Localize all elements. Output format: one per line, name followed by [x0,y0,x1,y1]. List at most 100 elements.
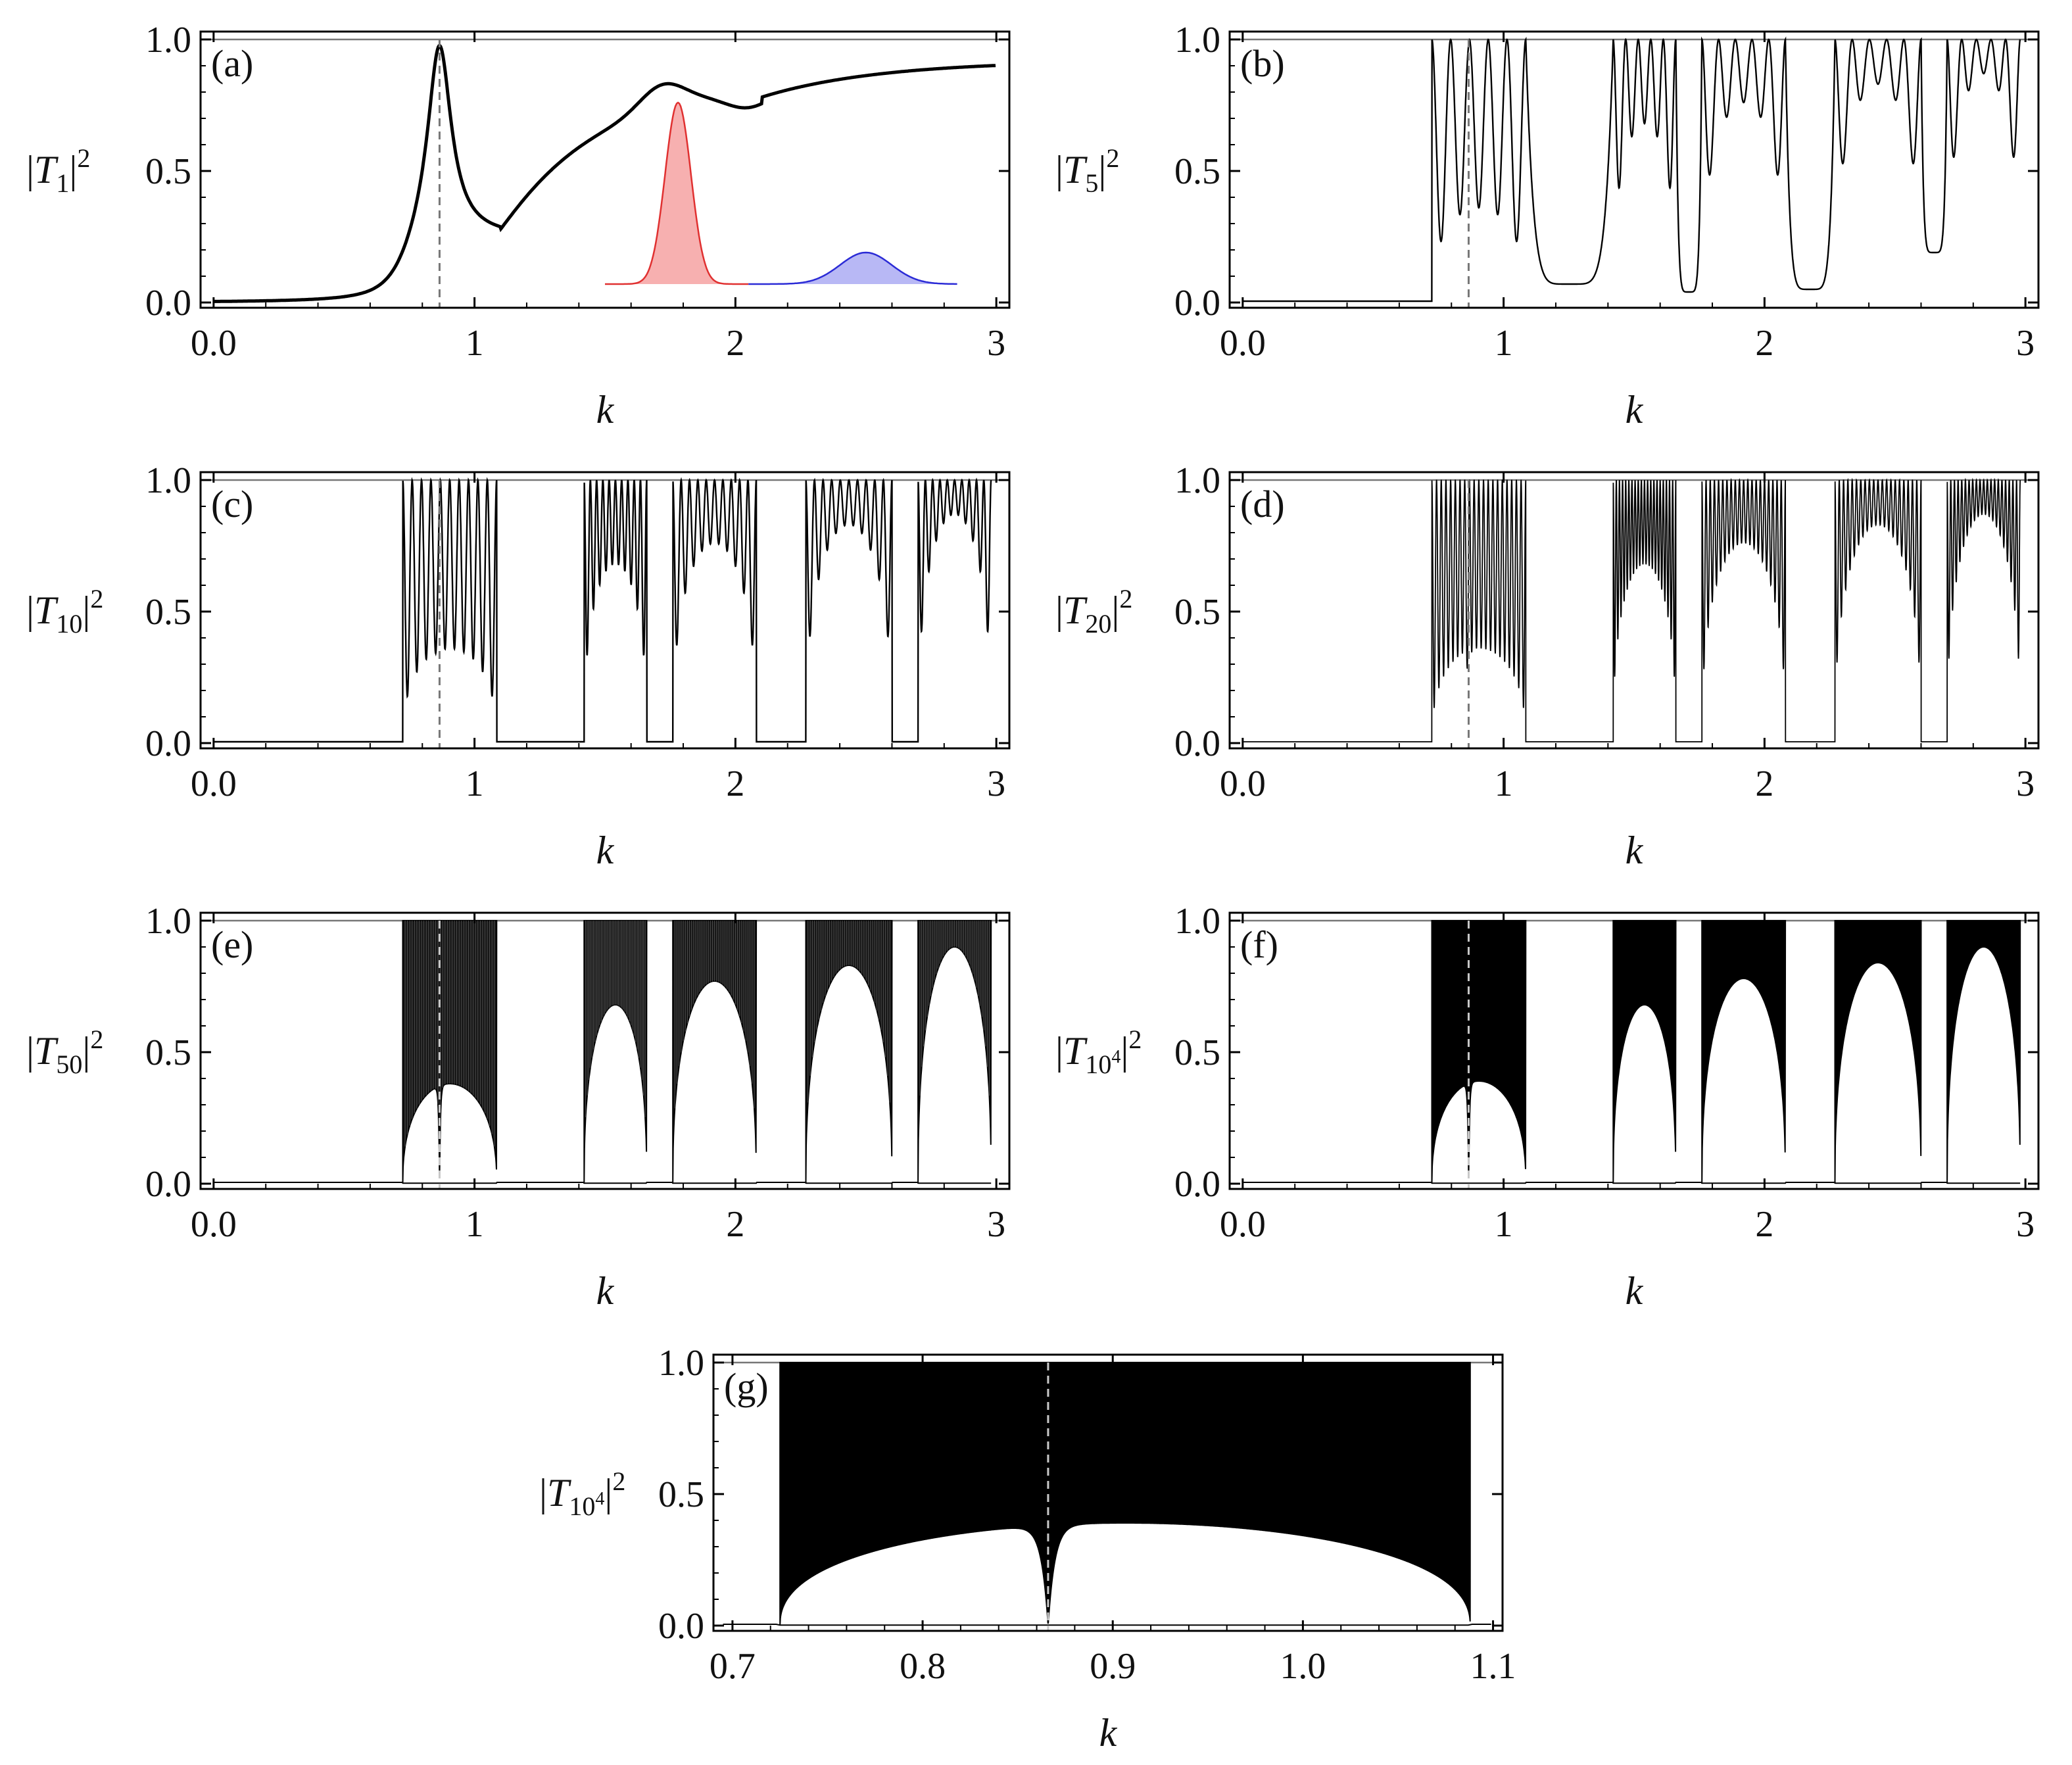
x-tick-label: 0.9 [1090,1646,1136,1687]
x-axis-label: k [596,388,615,431]
y-tick-label: 1.0 [1174,460,1220,501]
x-tick-label: 1.1 [1470,1646,1516,1687]
plot-area-g [713,1361,1503,1631]
panel-label: (a) [211,42,253,85]
blue-wavepacket-fill [748,253,957,284]
y-axis-label: |T5|2 [1055,143,1119,198]
x-tick-label: 3 [987,323,1005,364]
x-tick-label: 1 [1495,323,1513,364]
plot-area-e [201,919,1009,1189]
y-tick-label: 0.5 [658,1474,704,1515]
y-tick-label: 0.5 [1174,151,1220,192]
x-axis-label: k [596,1269,615,1313]
x-tick-label: 1 [466,1204,484,1245]
plot-frame [1228,471,2040,750]
x-tick-label: 3 [2016,763,2035,804]
x-axis-label: k [1626,829,1644,872]
x-tick-label: 2 [726,763,744,804]
x-tick-label: 1 [466,763,484,804]
panel-g: 0.0 0.5 1.0 0.7 0.8 0.9 1.0 1.1 k (g) |T104|2 [539,1343,1516,1754]
x-tick-label: 0.7 [710,1646,756,1687]
x-tick-label: 1.0 [1280,1646,1326,1687]
x-tick-label: 2 [1755,763,1773,804]
x-tick-label: 3 [987,763,1005,804]
x-tick-label: 3 [2016,1204,2035,1245]
panel-d: 0.0 0.5 1.0 0.0 1 2 3 k (d) |T20|2 [1055,460,2040,872]
plot-frame [1228,30,2040,309]
x-tick-label: 2 [1755,1204,1773,1245]
x-axis-label: k [1626,1269,1644,1313]
y-tick-label: 0.0 [145,283,191,324]
transmission-curve [213,477,992,743]
x-tick-label: 0.0 [1220,1204,1266,1245]
passband-3 [1701,920,1787,1184]
x-tick-label: 3 [987,1204,1005,1245]
panel-c: 0.0 0.5 1.0 0.0 1 2 3 k (c) |T10|2 [26,460,1011,872]
panel-a: 0.0 0.5 1.0 0.0 1 2 3 k (a) |T1|2 [26,20,1011,431]
y-tick-label: 1.0 [145,20,191,60]
x-axis-label: k [1099,1711,1118,1754]
red-wavepacket-fill [605,103,749,284]
y-tick-label: 0.5 [145,1032,191,1073]
y-tick-label: 1.0 [145,460,191,501]
panel-label: (g) [724,1365,769,1408]
plot-area-a [201,38,1009,308]
x-tick-label: 0.0 [1220,763,1266,804]
panel-b: 0.0 0.5 1.0 0.0 1 2 3 k (b) |T5|2 [1055,20,2040,431]
y-tick-label: 0.5 [1174,1032,1220,1073]
plot-area-c [201,477,1009,748]
passband-5 [1946,920,2021,1184]
y-axis-label: |T104|2 [1055,1025,1142,1079]
x-tick-label: 3 [2016,323,2035,364]
y-tick-label: 0.0 [658,1606,704,1647]
x-tick-label: 0.0 [1220,323,1266,364]
transmission-curve [213,43,996,303]
y-axis-label: |T50|2 [26,1025,103,1079]
passband-1 [779,1362,1471,1626]
y-tick-label: 0.0 [1174,723,1220,764]
passband-4 [1834,920,1922,1184]
y-tick-label: 0.0 [145,1164,191,1205]
y-tick-label: 0.0 [1174,1164,1220,1205]
x-axis-label: k [1626,388,1644,431]
passband-2 [1612,920,1677,1184]
plot-frame [1228,911,2040,1190]
plot-frame [199,471,1011,750]
plot-area-d [1230,477,2038,748]
x-axis-label: k [596,829,615,872]
y-tick-label: 0.5 [145,592,191,633]
panel-label: (d) [1240,483,1285,525]
plot-frame [199,911,1011,1190]
y-axis-label: |T1|2 [26,143,90,198]
x-tick-label: 0.8 [900,1646,946,1687]
plot-area-f [1230,919,2038,1189]
y-tick-label: 1.0 [1174,20,1220,60]
y-axis-label: |T104|2 [539,1466,625,1521]
transmission-curve [1242,36,2021,302]
plot-frame [199,30,1011,309]
y-tick-label: 0.0 [1174,283,1220,324]
gap-baseline [1242,1182,2021,1184]
x-tick-label: 1 [466,323,484,364]
passband-1 [1431,920,1527,1184]
panel-e: 0.0 0.5 1.0 0.0 1 2 3 k (e) |T50|2 [26,901,1011,1313]
y-axis-label: |T10|2 [26,584,103,639]
y-tick-label: 0.5 [1174,592,1220,633]
y-axis-label: |T20|2 [1055,584,1132,639]
panel-label: (e) [211,923,253,966]
plot-area-b [1230,36,2038,308]
red-wavepacket-curve [605,101,749,285]
x-tick-label: 2 [726,323,744,364]
x-tick-label: 1 [1495,763,1513,804]
x-tick-label: 1 [1495,1204,1513,1245]
gap-baseline [213,1182,992,1184]
y-tick-label: 1.0 [658,1343,704,1384]
x-tick-label: 2 [726,1204,744,1245]
x-tick-label: 0.0 [191,323,237,364]
gap-baseline [723,1624,1491,1626]
plot-frame [712,1353,1504,1632]
panel-label: (f) [1240,923,1278,966]
y-tick-label: 0.5 [145,151,191,192]
y-tick-label: 0.0 [145,723,191,764]
